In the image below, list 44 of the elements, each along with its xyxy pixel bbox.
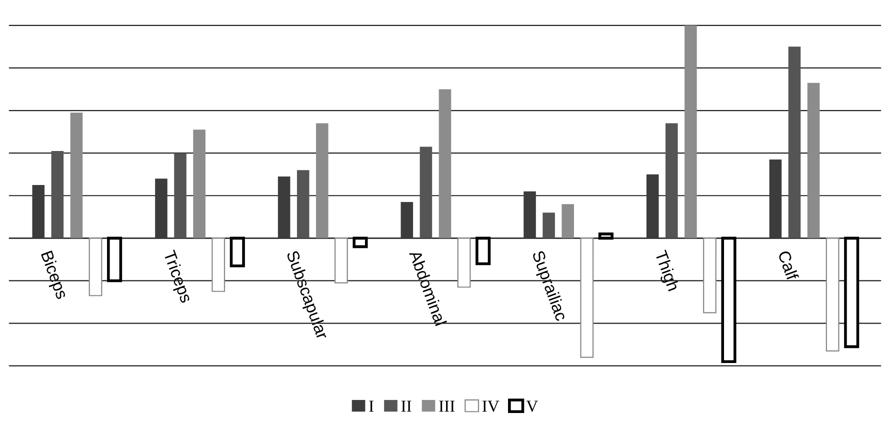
bar <box>769 159 782 238</box>
bar <box>598 232 614 240</box>
bar <box>562 204 574 238</box>
bar <box>721 236 736 363</box>
bar <box>400 202 414 238</box>
bar <box>826 238 840 352</box>
bar <box>212 238 226 292</box>
bar <box>70 112 83 238</box>
bar <box>420 146 432 238</box>
bar <box>174 153 186 238</box>
bar <box>334 238 348 284</box>
bar <box>666 123 678 238</box>
bar <box>524 191 536 238</box>
bar <box>807 82 820 238</box>
bar <box>88 238 102 296</box>
x-tick-label: Triceps <box>160 249 194 305</box>
bar <box>542 212 555 238</box>
bar <box>278 176 290 238</box>
legend-label: IV <box>482 400 500 412</box>
bar <box>703 238 716 314</box>
legend-label: V <box>526 400 538 412</box>
bar <box>296 170 310 238</box>
legend-label: II <box>401 400 412 412</box>
bar <box>32 184 45 238</box>
bar <box>352 236 368 248</box>
bar <box>107 236 122 282</box>
bar <box>844 236 860 348</box>
bar <box>788 46 801 238</box>
bar <box>193 130 206 238</box>
legend-label: III <box>439 400 455 412</box>
bar <box>476 236 491 266</box>
x-tick-label: Calf <box>778 250 800 282</box>
bar <box>580 238 594 358</box>
bar <box>457 238 471 288</box>
legend-label: I <box>369 400 374 412</box>
bar <box>230 236 245 268</box>
bar <box>51 150 64 238</box>
x-tick-label: Thigh <box>652 249 680 293</box>
bar <box>316 123 328 238</box>
bar <box>438 89 452 238</box>
bar <box>684 25 697 238</box>
bar <box>155 178 168 238</box>
bar <box>646 174 659 238</box>
x-tick-label: Biceps <box>38 250 69 301</box>
